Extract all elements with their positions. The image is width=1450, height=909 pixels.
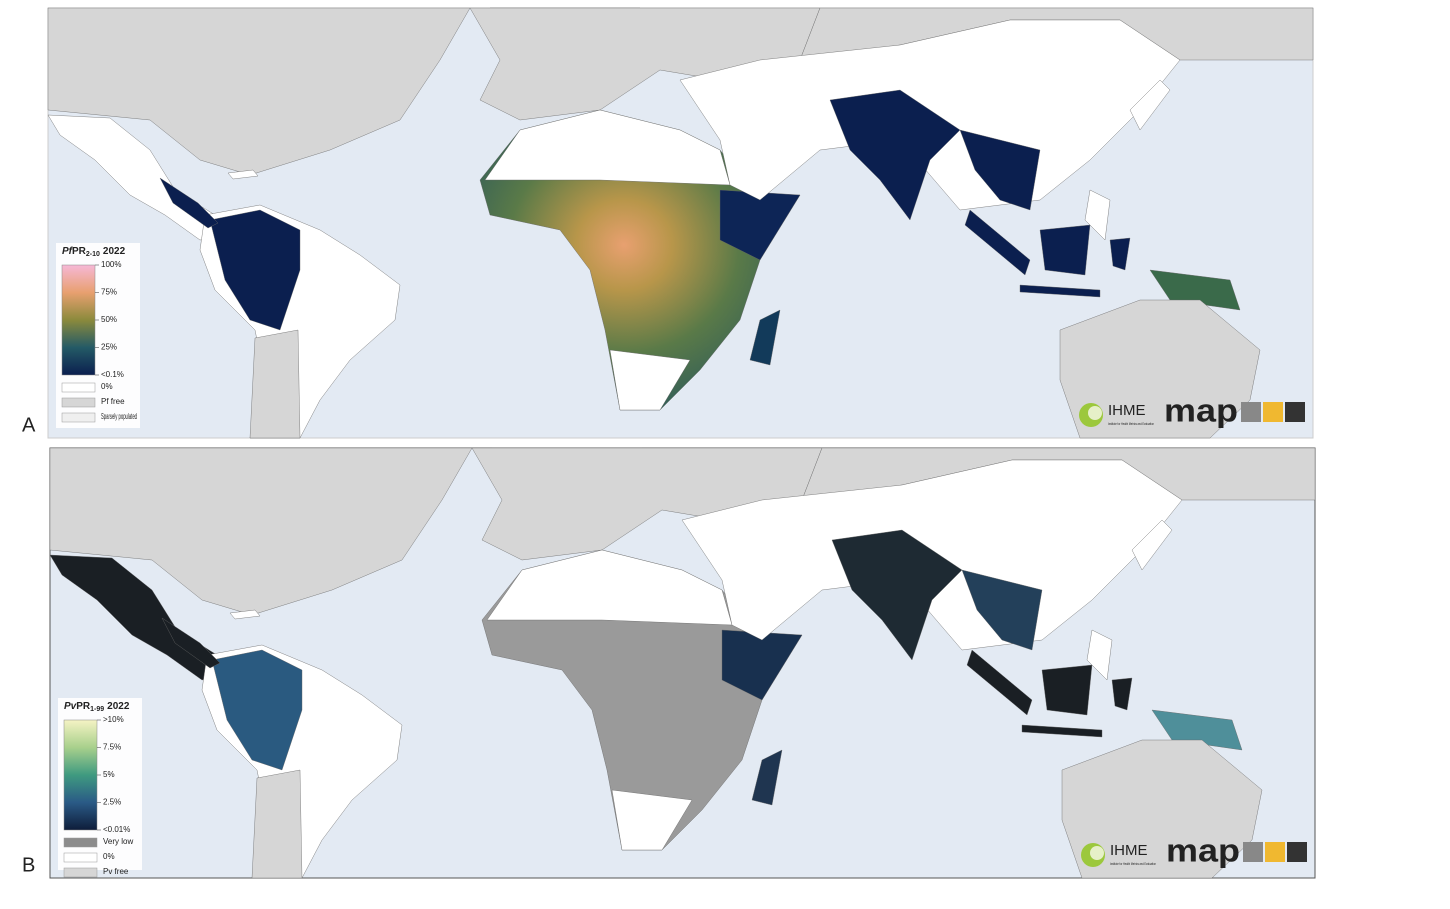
colorbar-label: 5% [103, 770, 115, 779]
colorbar-label: 25% [101, 343, 117, 352]
legend-title-part: Pf [62, 246, 74, 257]
colorbar-label: 100% [101, 260, 121, 269]
land-sul [1109, 237, 1131, 271]
legend: PvPR1-99 2022 >10% 7.5% 5% 2.5% <0.01% Very low… [58, 698, 142, 878]
land-sul [1111, 677, 1133, 711]
land-cone [251, 769, 303, 879]
colorbar [61, 264, 96, 376]
legend-key-label: Very low [103, 837, 133, 846]
legend-title: PfPR2-10 2022 [62, 246, 126, 258]
land-born [1041, 664, 1093, 716]
colorbar-label: 75% [101, 288, 117, 297]
land-horn [719, 189, 801, 261]
colorbar [63, 719, 98, 831]
land-java [1019, 284, 1101, 298]
ihme-text: IHME [1108, 402, 1146, 419]
colorbar-label: 7.5% [103, 743, 121, 752]
land-na [47, 7, 471, 176]
land-na [49, 447, 473, 616]
land-sum [964, 209, 1031, 276]
ihme-logo-inner [1090, 846, 1104, 860]
land-carib [229, 609, 261, 620]
land-nafr [486, 549, 733, 626]
colorbar-label: >10% [103, 715, 124, 724]
legend-key-label: 0% [103, 852, 115, 861]
land-sea [959, 129, 1041, 211]
land-java [1021, 724, 1103, 738]
legend-key-label: Sparsely populated [101, 412, 137, 421]
ihme-subtext: Institute for Health Metrics and Evaluat… [1110, 861, 1156, 866]
logos: IHME Institute for Health Metrics and Eva… [1081, 832, 1307, 868]
land-nafr [484, 109, 731, 186]
legend-key [61, 382, 96, 393]
legend: PfPR2-10 2022 100% 75% 50% 25% <0.1% 0% Pf free S… [56, 243, 140, 428]
land-mad [751, 749, 783, 806]
ihme-subtext: Institute for Health Metrics and Evaluat… [1108, 421, 1154, 426]
legend-key [63, 867, 98, 878]
legend-title-part: PR [76, 701, 91, 712]
map-logo-tile [1263, 402, 1283, 422]
logos: IHME Institute for Health Metrics and Eva… [1079, 392, 1305, 428]
land-cone [249, 329, 301, 439]
legend-title-part: 2-10 [86, 251, 100, 258]
map-logo: map [1166, 832, 1240, 868]
land-cam [161, 617, 221, 669]
land-amaz [209, 209, 301, 331]
land-japan [1131, 519, 1173, 571]
map-panel [49, 447, 1316, 879]
land-sea [961, 569, 1043, 651]
land-india [829, 89, 961, 221]
panel-label: B [22, 854, 35, 876]
land-india [831, 529, 963, 661]
colorbar-label: <0.1% [101, 370, 124, 379]
legend-key-label: 0% [101, 382, 113, 391]
legend-title-part: PR [72, 246, 87, 257]
map-logo-tile [1285, 402, 1305, 422]
ihme-logo-inner [1088, 406, 1102, 420]
colorbar-label: <0.01% [103, 825, 130, 834]
map-logo-tile [1265, 842, 1285, 862]
legend-title-part: 1-99 [90, 706, 104, 713]
legend-key-label: Pf free [101, 397, 125, 406]
legend-key-label: Pv free [103, 867, 129, 876]
ihme-text: IHME [1110, 842, 1148, 859]
land-aus [1061, 739, 1263, 879]
land-cam [159, 177, 219, 229]
map-logo: map [1164, 392, 1238, 428]
map-panel [47, 7, 1314, 439]
legend-title-part: 2022 [103, 246, 126, 257]
land-sum [966, 649, 1033, 716]
land-phil [1086, 629, 1113, 681]
legend-key [61, 397, 96, 408]
legend-title-part: Pv [64, 701, 78, 712]
map-logo-tile [1287, 842, 1307, 862]
colorbar-label: 50% [101, 315, 117, 324]
legend-title: PvPR1-99 2022 [64, 701, 130, 713]
colorbar-label: 2.5% [103, 798, 121, 807]
land-safr [611, 789, 693, 851]
land-phil [1084, 189, 1111, 241]
land-aus [1059, 299, 1261, 439]
land-safr [609, 349, 691, 411]
land-japan [1129, 79, 1171, 131]
land-born [1039, 224, 1091, 276]
legend-key [63, 837, 98, 848]
legend-key [61, 412, 96, 423]
panel-label: A [22, 414, 36, 436]
map-logo-tile [1241, 402, 1261, 422]
legend-key [63, 852, 98, 863]
map-logo-tile [1243, 842, 1263, 862]
land-amaz [211, 649, 303, 771]
legend-title-part: 2022 [107, 701, 130, 712]
land-mad [749, 309, 781, 366]
land-carib [227, 169, 259, 180]
land-horn [721, 629, 803, 701]
